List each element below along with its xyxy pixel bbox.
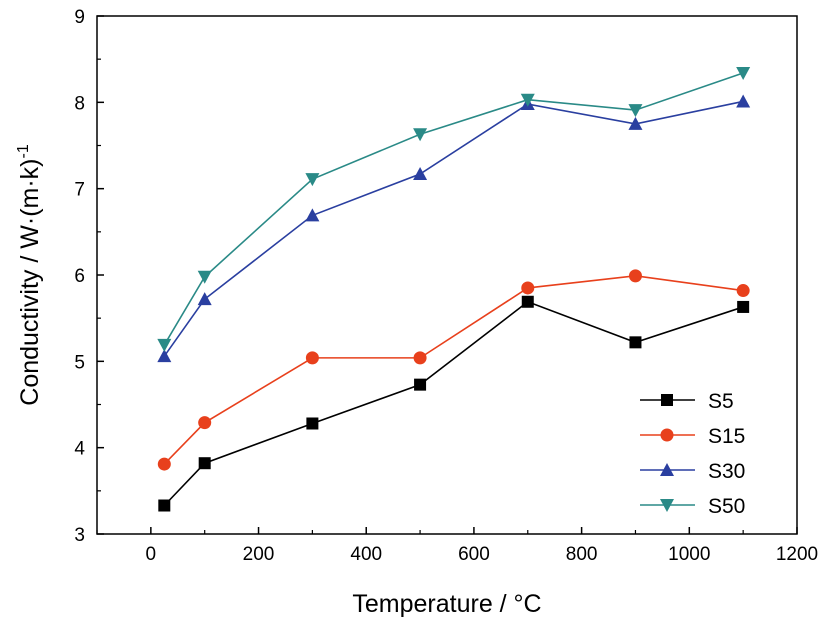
y-tick-label: 4 bbox=[74, 439, 85, 460]
legend-item-s30: S30 bbox=[640, 460, 745, 483]
y-tick-label: 9 bbox=[74, 7, 85, 28]
legend-marker bbox=[660, 463, 674, 476]
y-tick-label: 7 bbox=[74, 180, 85, 201]
data-point-s15 bbox=[736, 284, 750, 298]
data-point-s5 bbox=[629, 336, 642, 349]
y-tick-label: 8 bbox=[74, 93, 85, 114]
data-point-s5 bbox=[521, 295, 534, 308]
x-tick-label: 200 bbox=[243, 544, 275, 565]
series-line-s5 bbox=[163, 300, 744, 507]
data-point-s50 bbox=[197, 270, 212, 284]
x-tick-label: 600 bbox=[458, 544, 490, 565]
y-axis-label-sup: -1 bbox=[15, 144, 32, 158]
data-point-s50 bbox=[520, 93, 535, 107]
data-point-s5 bbox=[737, 300, 750, 313]
legend-label: S30 bbox=[708, 460, 745, 483]
series-line-s30 bbox=[163, 100, 744, 357]
series-s30 bbox=[157, 94, 751, 363]
legend-item-s5: S5 bbox=[640, 390, 734, 413]
x-tick-label: 1000 bbox=[668, 544, 710, 565]
data-point-s30 bbox=[197, 292, 212, 306]
data-point-s15 bbox=[413, 351, 427, 365]
x-axis-label: Temperature / °C bbox=[352, 590, 541, 618]
series-s50 bbox=[157, 66, 751, 352]
legend-label: S50 bbox=[708, 495, 745, 518]
data-point-s50 bbox=[413, 128, 428, 142]
data-point-s50 bbox=[628, 104, 643, 118]
x-tick-label: 0 bbox=[146, 544, 157, 565]
series-line-s50 bbox=[163, 72, 744, 346]
legend: S5 S15 S30 S50 bbox=[640, 390, 745, 518]
data-point-s5 bbox=[158, 499, 171, 512]
data-point-s5 bbox=[414, 378, 427, 391]
data-point-s5 bbox=[198, 457, 211, 470]
data-point-s15 bbox=[521, 281, 535, 295]
data-point-s30 bbox=[413, 166, 428, 180]
legend-marker bbox=[660, 499, 674, 512]
data-point-s15 bbox=[198, 416, 212, 430]
legend-marker bbox=[660, 428, 674, 442]
data-point-s50 bbox=[157, 338, 172, 352]
data-point-s50 bbox=[736, 66, 751, 80]
data-point-s15 bbox=[628, 269, 642, 283]
data-point-s5 bbox=[306, 417, 319, 430]
data-point-s15 bbox=[305, 351, 319, 365]
axes: 0 200 400 600 800 1000 1200 3 4 5 6 7 8 9 bbox=[74, 7, 818, 565]
x-tick-label: 1200 bbox=[776, 544, 818, 565]
data-point-s50 bbox=[305, 173, 320, 187]
y-tick-label: 5 bbox=[74, 352, 85, 373]
x-tick-label: 800 bbox=[566, 544, 598, 565]
series-line-s15 bbox=[163, 275, 744, 465]
data-point-s30 bbox=[628, 116, 643, 130]
data-point-s30 bbox=[305, 208, 320, 222]
legend-label: S15 bbox=[708, 425, 745, 448]
series-group bbox=[157, 66, 751, 512]
y-axis-label: Conductivity / W·(m·k)-1 bbox=[15, 144, 44, 406]
series-s15 bbox=[157, 269, 750, 471]
y-tick-label: 3 bbox=[74, 525, 85, 546]
legend-label: S5 bbox=[708, 390, 734, 413]
x-tick-label: 400 bbox=[350, 544, 382, 565]
y-tick-label: 6 bbox=[74, 266, 85, 287]
legend-item-s50: S50 bbox=[640, 495, 745, 518]
data-point-s15 bbox=[157, 457, 171, 471]
data-point-s30 bbox=[736, 94, 751, 108]
data-point-s30 bbox=[157, 349, 172, 363]
series-s5 bbox=[158, 295, 750, 512]
legend-item-s15: S15 bbox=[640, 425, 745, 448]
y-axis-label-main: Conductivity / W·(m·k) bbox=[16, 159, 44, 406]
legend-marker bbox=[661, 394, 673, 406]
